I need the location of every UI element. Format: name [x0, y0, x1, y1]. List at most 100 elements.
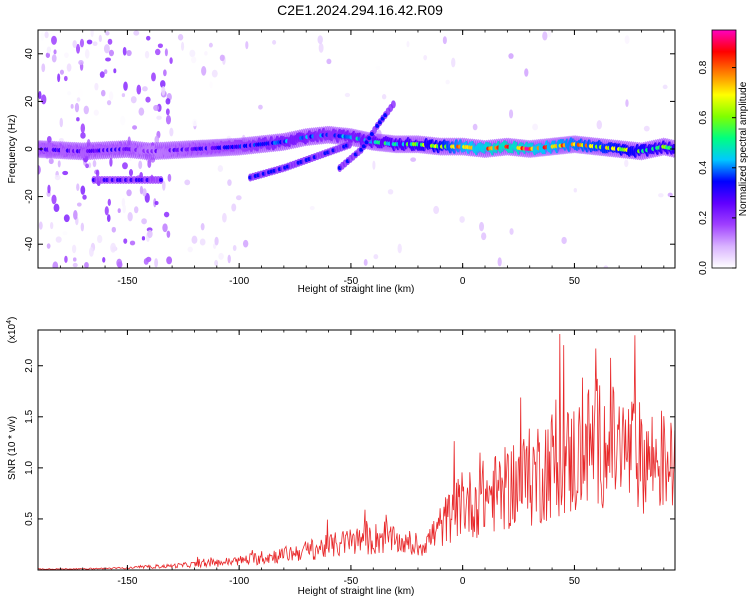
heatmap-cell [74, 102, 80, 113]
heatmap-cell [113, 68, 117, 74]
heatmap-cell [162, 180, 166, 191]
heatmap-cell [79, 38, 85, 48]
snr-frame [37, 329, 676, 571]
heatmap-cell [375, 65, 381, 71]
heatmap-cell [48, 158, 54, 165]
heatmap-cell [472, 123, 478, 131]
heatmap-cell [161, 86, 166, 96]
heatmap-cell [63, 214, 70, 223]
heatmap-cell [64, 52, 69, 58]
heatmap-cell [218, 252, 224, 260]
heatmap-cell [126, 49, 132, 57]
heatmap-cell [71, 244, 77, 254]
heatmap-cell [502, 261, 506, 268]
heatmap-cell [509, 228, 514, 235]
heatmap-cell [624, 35, 630, 45]
heatmap-cell [317, 35, 323, 45]
heatmap-cell [547, 30, 552, 38]
heatmap-cell [111, 226, 116, 233]
heatmap-cell [108, 91, 114, 101]
heatmap-cell [123, 81, 128, 91]
heatmap-cell [82, 194, 87, 200]
heatmap-cell [84, 261, 89, 268]
heatmap-cell [433, 205, 440, 215]
heatmap-cell [497, 257, 502, 267]
heatmap-cell [105, 57, 111, 62]
heatmap-cell [54, 174, 61, 181]
heatmap-cell [62, 170, 69, 176]
heatmap-cell [72, 40, 77, 49]
heatmap-cell [76, 183, 80, 192]
heatmap-cell [166, 256, 173, 265]
heatmap-cell [232, 244, 237, 252]
heatmap-cell [227, 179, 232, 186]
heatmap-cell [90, 30, 94, 38]
heatmap-cell [128, 169, 133, 177]
heatmap-cell [219, 54, 225, 62]
heatmap-cell [603, 265, 609, 268]
heatmap-cell [85, 163, 89, 169]
heatmap-cell [142, 86, 148, 92]
heatmap-cell [381, 94, 387, 100]
heatmap-cell [72, 262, 78, 268]
heatmap-cell [51, 54, 57, 63]
heatmap-cell [138, 107, 145, 116]
heatmap-cell [44, 31, 49, 39]
heatmap-cell [373, 254, 379, 260]
heatmap-cell [106, 214, 111, 222]
spectrogram-xtick-label: 0 [460, 276, 466, 287]
heatmap-cell [72, 257, 77, 262]
heatmap-cell [93, 109, 99, 116]
heatmap-cell [162, 223, 168, 233]
heatmap-cell [191, 235, 198, 244]
heatmap-cell [160, 80, 166, 88]
spectrogram-ytick-label: 0 [24, 146, 35, 152]
snr-series [38, 333, 675, 570]
heatmap-cell [214, 236, 219, 246]
heatmap-cell [63, 75, 68, 82]
heatmap-cell [97, 234, 103, 244]
heatmap-cell [363, 259, 368, 266]
heatmap-cell [191, 56, 197, 64]
heatmap-cell [154, 258, 159, 268]
heatmap-cell [66, 63, 72, 72]
heatmap-cell [59, 69, 65, 75]
heatmap-cell [45, 52, 50, 58]
heatmap-cell [442, 36, 447, 45]
heatmap-cell [167, 173, 172, 182]
heatmap-cell [479, 221, 485, 232]
heatmap-cell [147, 159, 152, 169]
heatmap-cell [130, 96, 137, 104]
heatmap-cell [76, 43, 81, 54]
heatmap-cell [508, 109, 514, 119]
snr-xtick-label: -100 [229, 576, 249, 587]
heatmap-cell [157, 43, 163, 49]
heatmap-cell [120, 115, 126, 126]
heatmap-cell [181, 41, 185, 51]
heatmap-cell [76, 202, 82, 207]
heatmap-cell [141, 218, 147, 225]
spectrogram-ytick-label: 20 [24, 95, 35, 107]
heatmap-cell [80, 222, 85, 232]
heatmap-cell [662, 84, 668, 90]
heatmap-cell [80, 132, 86, 139]
heatmap-cell [214, 259, 219, 267]
heatmap-cell [524, 68, 529, 77]
heatmap-cell [67, 91, 72, 96]
heatmap-cell [165, 108, 170, 116]
snr-y-axis: 0.5 1.0 1.5 2.0 [24, 358, 675, 526]
spectrogram-heatmap [38, 30, 675, 268]
heatmap-cell [532, 123, 539, 131]
colorbar-tick-label: 0.8 [698, 60, 709, 74]
colorbar-tick-label: 0.4 [698, 160, 709, 174]
colorbar-ticks: 0.0 0.2 0.4 0.6 0.8 [698, 60, 736, 275]
heatmap-cell [369, 132, 374, 137]
heatmap-cell [211, 69, 218, 78]
spectrogram-ytick-label: -20 [24, 189, 35, 204]
heatmap-cell [459, 216, 465, 223]
heatmap-cell [86, 39, 93, 45]
heatmap-cell [104, 206, 109, 216]
heatmap-cell [367, 136, 372, 141]
heatmap-cell [108, 49, 115, 57]
